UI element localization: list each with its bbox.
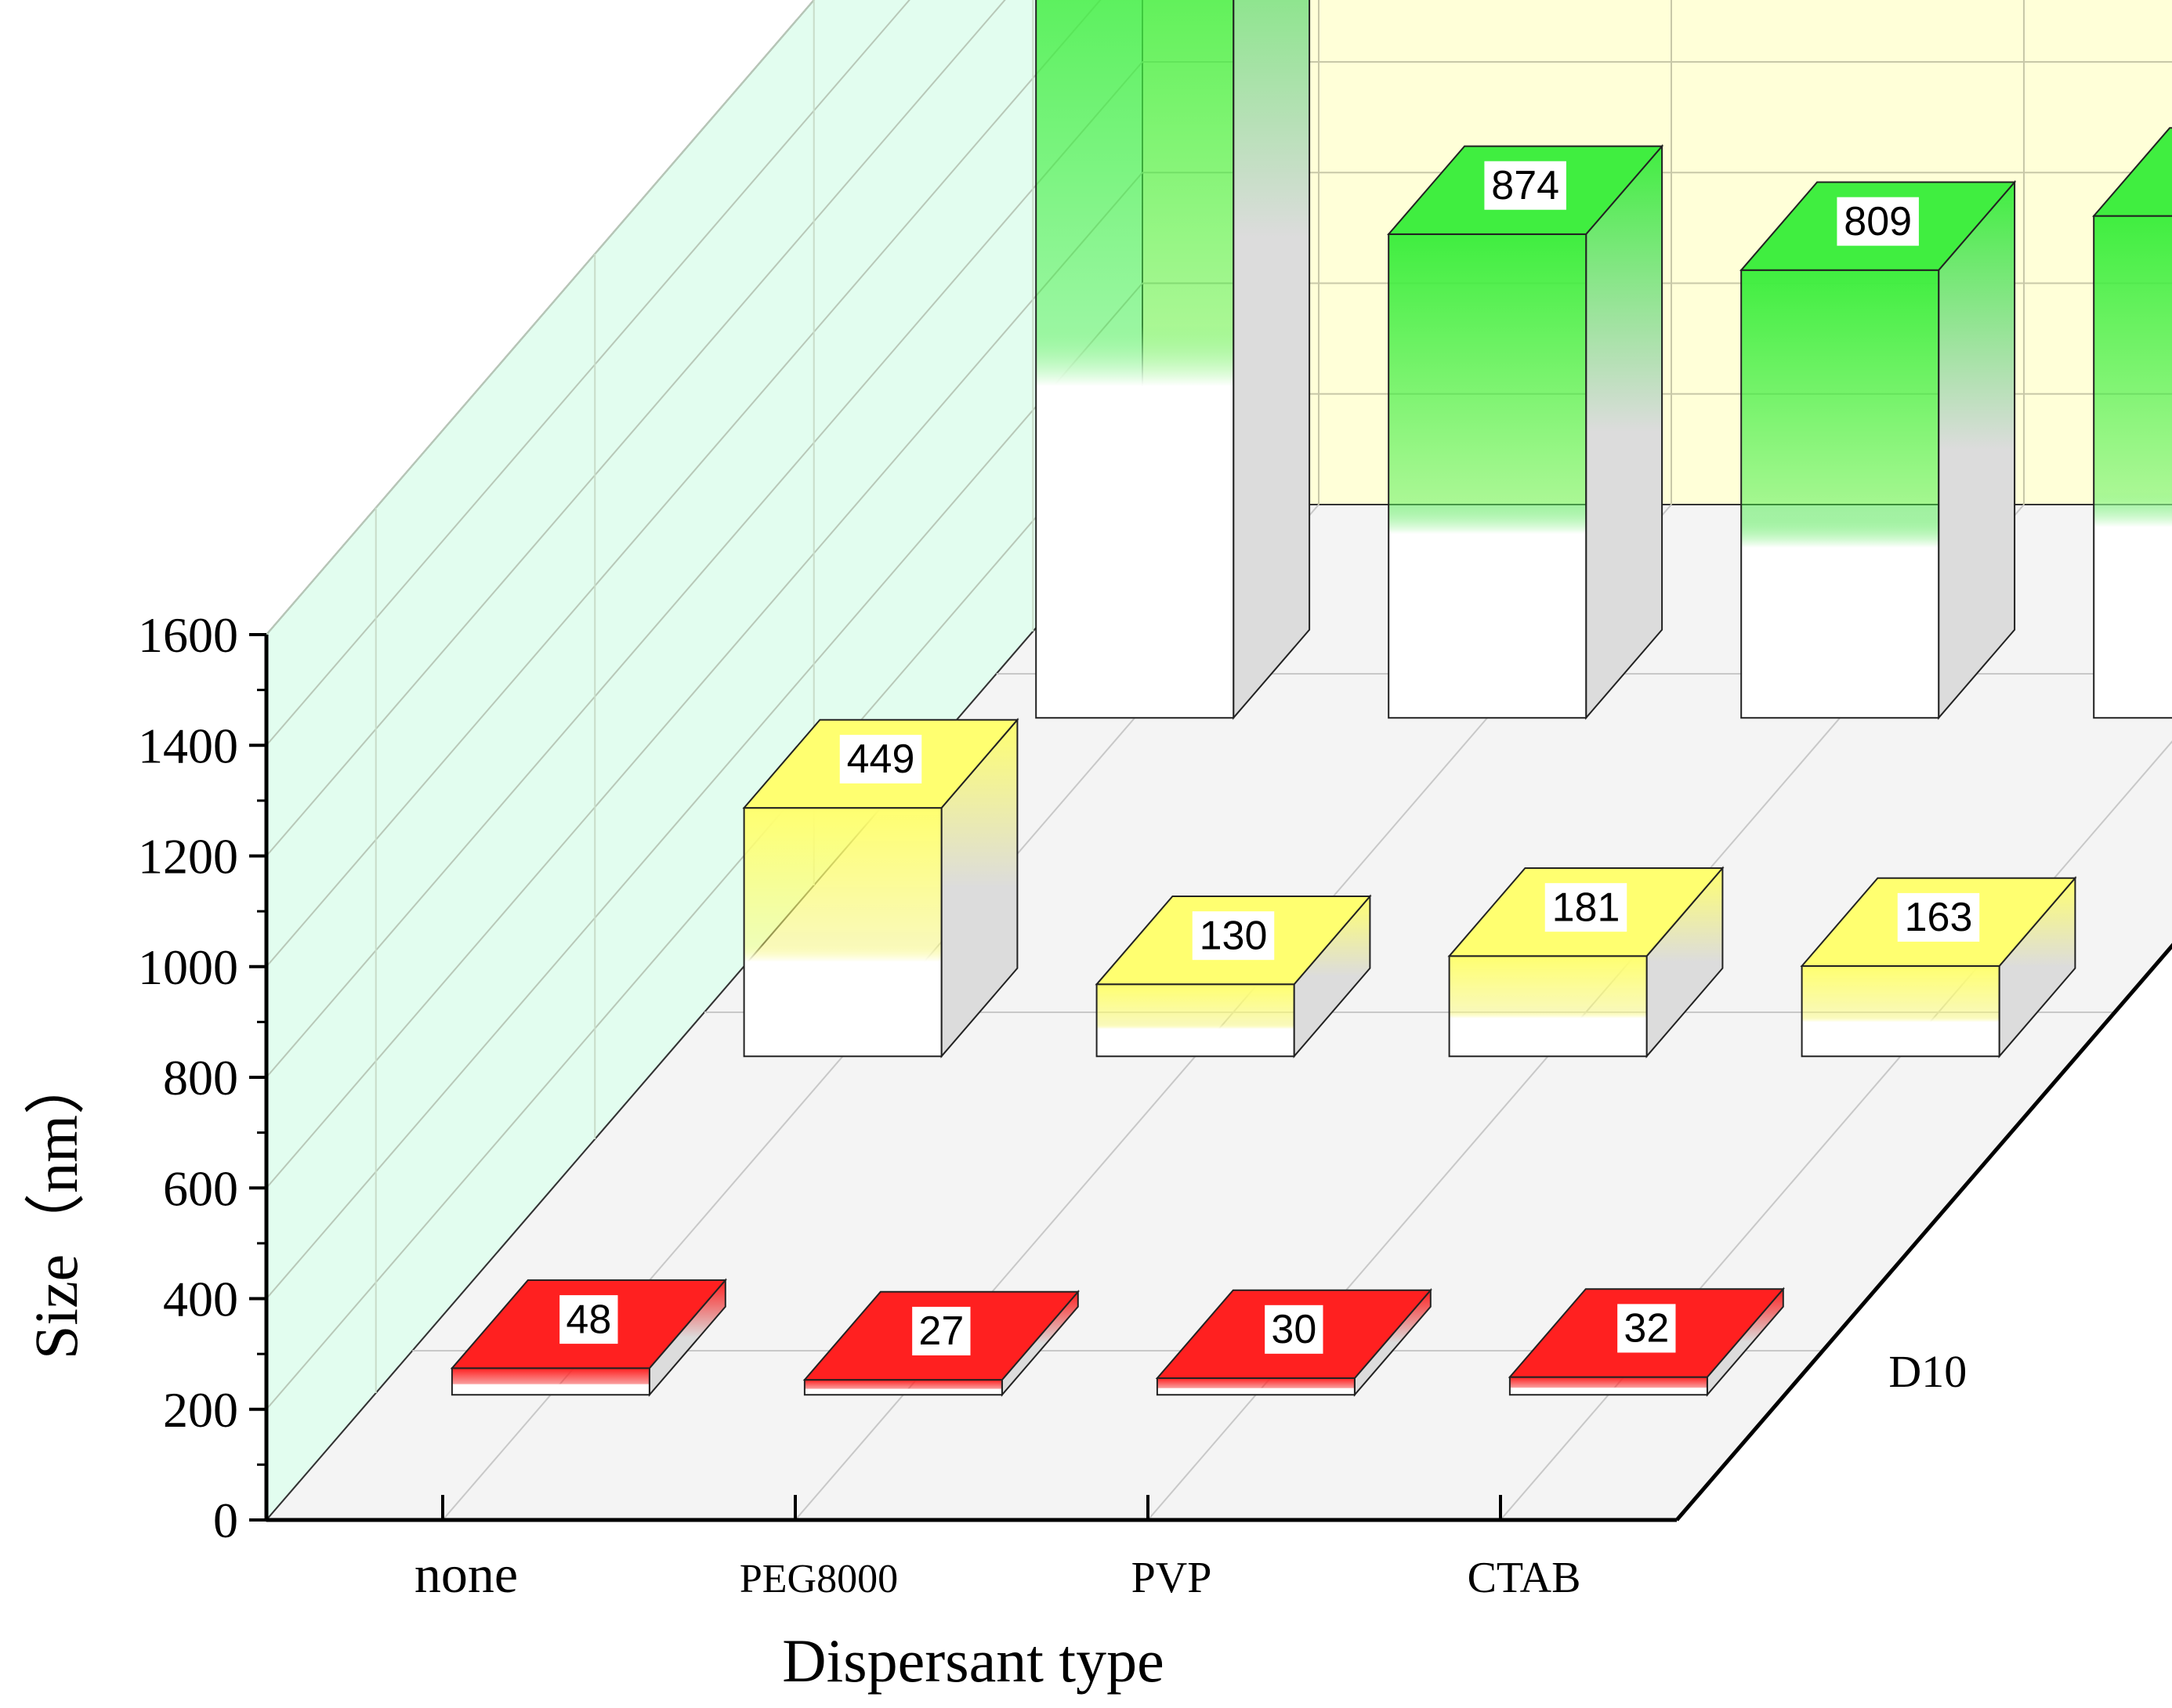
y-tick-label: 400 — [163, 1272, 238, 1327]
bar-front-face — [1095, 983, 1295, 1058]
x-tick-label: CTAB — [1468, 1554, 1581, 1602]
y-axis-title: Size（nm） — [22, 1054, 90, 1359]
side-gridline — [266, 172, 1143, 1189]
bar-d10-ctab — [1508, 1286, 1785, 1397]
bar-d90-ctab — [2092, 127, 2172, 719]
x-axis-title: Dispersant type — [782, 1627, 1164, 1695]
side-gridline — [266, 0, 1006, 857]
bar-side-face — [1233, 0, 1311, 720]
x-tick-label: PVP — [1131, 1554, 1212, 1602]
data-label: 27 — [918, 1308, 964, 1354]
bar-side-face — [1585, 143, 1663, 720]
data-label: 130 — [1200, 913, 1268, 958]
chart-axes: 0 200 400 600 800 1000 1200 1400 1600 none PEG8000… — [138, 607, 2172, 1604]
bar-d50-pvp — [1447, 866, 1725, 1058]
y-tick-label: 200 — [163, 1382, 238, 1438]
side-gridline — [266, 393, 1143, 1410]
bar-d90-none — [1035, 0, 1311, 720]
series-axis-label: D10 — [1888, 1346, 1967, 1397]
x-tick-label: PEG8000 — [740, 1557, 898, 1601]
z-axis-line — [1675, 943, 2172, 1522]
data-label: 874 — [1491, 163, 1559, 208]
bar-front-face — [1448, 955, 1648, 1058]
data-label-box — [1544, 883, 1627, 932]
bar-front-face — [451, 1367, 650, 1396]
y-tick-label: 1200 — [138, 829, 238, 885]
data-label-box — [1897, 892, 1980, 942]
bar-top-face — [2092, 127, 2172, 217]
data-label-box — [839, 734, 922, 783]
y-tick-label: 800 — [163, 1050, 238, 1105]
data-label: 32 — [1624, 1306, 1669, 1352]
y-tick-label: 0 — [213, 1493, 238, 1548]
data-label: 181 — [1552, 885, 1620, 930]
bar-front-face — [803, 1379, 1003, 1396]
data-label-box — [1265, 1305, 1323, 1354]
data-label: 449 — [847, 736, 915, 782]
side-gridline — [266, 282, 1143, 1300]
bar-front-face — [743, 807, 943, 1058]
chart-bars — [450, 0, 2172, 1397]
side-gridline — [266, 0, 910, 746]
bar-d90-pvp — [1739, 179, 2017, 720]
bar-front-face — [2093, 215, 2172, 719]
data-label-box — [1484, 161, 1566, 210]
bar-front-face — [1156, 1377, 1356, 1396]
data-label: 30 — [1271, 1307, 1316, 1352]
data-label-box — [1192, 911, 1275, 961]
data-label: 48 — [566, 1297, 611, 1342]
chart-labels: 157787480990744913018116348273032 — [559, 161, 1980, 1355]
y-tick-label: 1000 — [138, 939, 238, 995]
x-tick-label: none — [414, 1544, 518, 1604]
data-label-box — [1837, 197, 1919, 246]
y-tick-label: 1600 — [138, 607, 238, 663]
side-gridline — [266, 0, 1102, 968]
y-tick-label: 600 — [163, 1160, 238, 1216]
data-label-box — [559, 1295, 618, 1344]
y-tick-label: 1400 — [138, 718, 238, 773]
data-label: 163 — [1905, 895, 1973, 940]
bar-front-face — [1740, 269, 1940, 719]
data-label-box — [912, 1306, 971, 1355]
data-label-box — [1617, 1304, 1676, 1353]
bar-d90-peg8000 — [1387, 143, 1664, 720]
bar-front-face — [1388, 233, 1587, 719]
bar-side-face — [1938, 179, 2016, 720]
side-gridline — [266, 0, 816, 635]
bar-front-face — [1035, 0, 1235, 719]
bar-front-face — [1508, 1376, 1708, 1396]
bar-d50-ctab — [1800, 876, 2077, 1058]
bar-front-face — [1801, 965, 2000, 1058]
side-gridline — [266, 61, 1143, 1078]
data-label: 809 — [1844, 199, 1912, 244]
